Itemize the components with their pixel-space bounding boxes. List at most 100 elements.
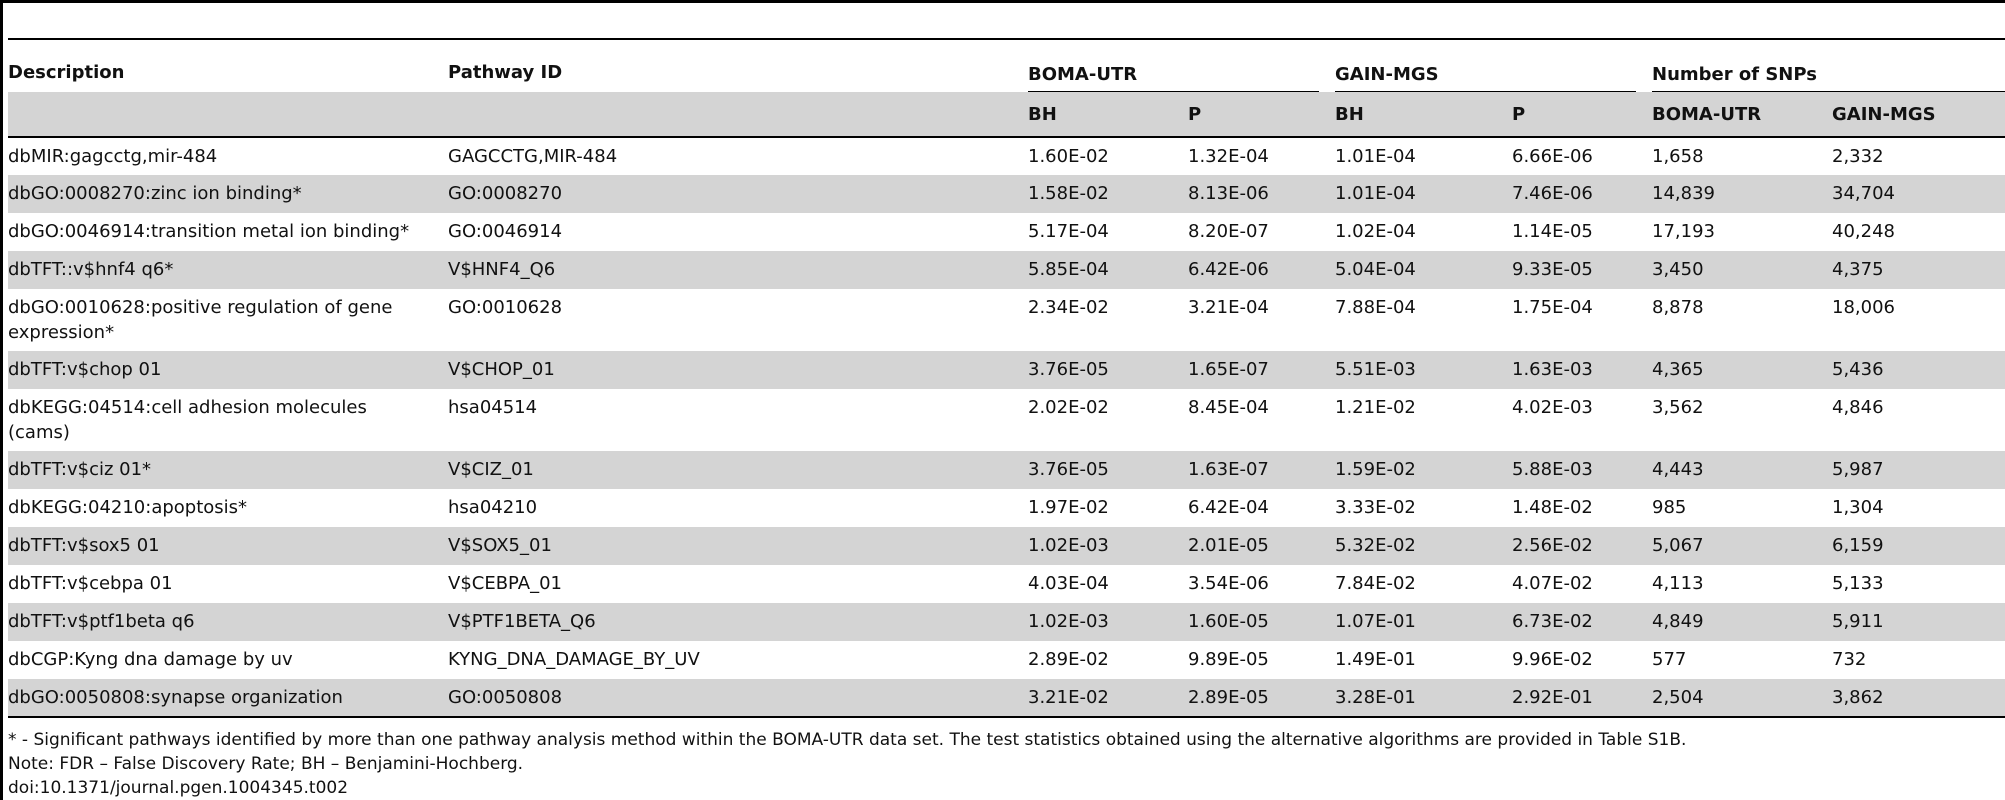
footnote-abbreviations: Note: FDR – False Discovery Rate; BH – B… xyxy=(8,754,524,774)
cell-description: dbTFT:v$chop 01 xyxy=(8,359,162,380)
cell-boma-p: 8.45E-04 xyxy=(1188,397,1269,418)
table-row: dbGO:0050808:synapse organization GO:0050… xyxy=(8,679,2005,718)
cell-pathway-id: hsa04514 xyxy=(448,397,538,418)
cell-description: dbTFT::v$hnf4 q6* xyxy=(8,259,174,280)
cell-description: dbTFT:v$cebpa 01 xyxy=(8,573,173,594)
cell-boma-bh: 5.85E-04 xyxy=(1028,259,1109,280)
cell-gain-p: 9.33E-05 xyxy=(1512,259,1593,280)
cell-pathway-id: V$CEBPA_01 xyxy=(448,573,562,594)
cell-boma-bh: 5.17E-04 xyxy=(1028,221,1109,242)
cell-boma-bh: 2.89E-02 xyxy=(1028,649,1109,670)
cell-snp-boma: 4,443 xyxy=(1652,459,1704,480)
left-border xyxy=(0,0,3,800)
cell-boma-bh: 1.02E-03 xyxy=(1028,611,1109,632)
cell-snp-boma: 17,193 xyxy=(1652,221,1715,242)
header-boma-utr-group: BOMA-UTR xyxy=(1028,38,1335,92)
cell-gain-bh: 1.21E-02 xyxy=(1335,397,1416,418)
cell-gain-bh: 1.02E-04 xyxy=(1335,221,1416,242)
pathway-table-container: Description Pathway ID BOMA-UTR GAIN-MGS… xyxy=(8,38,2005,718)
cell-boma-p: 2.89E-05 xyxy=(1188,679,1335,718)
cell-description: dbTFT:v$ptf1beta q6 xyxy=(8,611,195,632)
table-row: dbTFT:v$cebpa 01 V$CEBPA_01 4.03E-04 3.54E-… xyxy=(8,565,2005,603)
cell-gain-p: 6.66E-06 xyxy=(1512,146,1593,167)
cell-snp-boma: 1,658 xyxy=(1652,146,1704,167)
cell-description: dbGO:0046914:transition metal ion bindin… xyxy=(8,221,410,242)
cell-gain-p: 5.88E-03 xyxy=(1512,459,1593,480)
cell-snp-gain: 4,375 xyxy=(1832,259,1884,280)
cell-description: dbGO:0010628:positive regulation of gene… xyxy=(8,297,393,343)
cell-gain-bh: 1.01E-04 xyxy=(1335,183,1416,204)
cell-boma-p: 8.13E-06 xyxy=(1188,183,1269,204)
cell-gain-bh: 1.07E-01 xyxy=(1335,611,1416,632)
cell-description: dbKEGG:04514:cell adhesion molecules (ca… xyxy=(8,397,367,443)
header-gain-mgs-group: GAIN-MGS xyxy=(1335,38,1652,92)
cell-boma-p: 1.65E-07 xyxy=(1188,359,1269,380)
cell-gain-p: 7.46E-06 xyxy=(1512,183,1593,204)
cell-snp-gain: 3,862 xyxy=(1832,679,2005,718)
cell-boma-p: 6.42E-06 xyxy=(1188,259,1269,280)
cell-snp-boma: 5,067 xyxy=(1652,535,1704,556)
cell-boma-bh: 4.03E-04 xyxy=(1028,573,1109,594)
header-num-snps-group: Number of SNPs xyxy=(1652,38,2005,92)
cell-boma-p: 9.89E-05 xyxy=(1188,649,1269,670)
cell-pathway-id: GO:0010628 xyxy=(448,297,563,318)
cell-snp-boma: 14,839 xyxy=(1652,183,1715,204)
cell-pathway-id: GO:0008270 xyxy=(448,183,563,204)
cell-gain-p: 6.73E-02 xyxy=(1512,611,1593,632)
table-row: dbTFT::v$hnf4 q6* V$HNF4_Q6 5.85E-04 6.42E-… xyxy=(8,251,2005,289)
cell-snp-boma: 4,849 xyxy=(1652,611,1704,632)
cell-gain-p: 9.96E-02 xyxy=(1512,649,1593,670)
table-row: dbTFT:v$ptf1beta q6 V$PTF1BETA_Q6 1.02E-03… xyxy=(8,603,2005,641)
cell-boma-bh: 3.76E-05 xyxy=(1028,359,1109,380)
cell-gain-p: 1.63E-03 xyxy=(1512,359,1593,380)
cell-description: dbGO:0008270:zinc ion binding* xyxy=(8,183,302,204)
cell-gain-p: 2.56E-02 xyxy=(1512,535,1593,556)
cell-gain-bh: 1.49E-01 xyxy=(1335,649,1416,670)
top-border xyxy=(0,0,2005,3)
table-footnotes: * - Significant pathways identified by m… xyxy=(8,728,1686,800)
cell-pathway-id: V$HNF4_Q6 xyxy=(448,259,556,280)
cell-snp-gain: 6,159 xyxy=(1832,535,1884,556)
cell-gain-p: 2.92E-01 xyxy=(1512,679,1652,718)
cell-boma-p: 8.20E-07 xyxy=(1188,221,1269,242)
cell-boma-p: 2.01E-05 xyxy=(1188,535,1269,556)
cell-pathway-id: V$CIZ_01 xyxy=(448,459,534,480)
cell-gain-bh: 3.28E-01 xyxy=(1335,679,1512,718)
cell-boma-p: 3.54E-06 xyxy=(1188,573,1269,594)
cell-description: dbGO:0050808:synapse organization xyxy=(8,679,448,718)
table-row: dbGO:0008270:zinc ion binding* GO:0008270… xyxy=(8,175,2005,213)
table-row: dbKEGG:04514:cell adhesion molecules (ca… xyxy=(8,389,2005,451)
header-snp-gain: GAIN-MGS xyxy=(1832,92,2005,138)
footnote-doi: doi:10.1371/journal.pgen.1004345.t002 xyxy=(8,778,349,798)
cell-gain-bh: 1.59E-02 xyxy=(1335,459,1416,480)
cell-boma-p: 6.42E-04 xyxy=(1188,497,1269,518)
header-boma-bh: BH xyxy=(1028,92,1188,138)
cell-boma-bh: 1.60E-02 xyxy=(1028,146,1109,167)
cell-boma-bh: 2.34E-02 xyxy=(1028,297,1109,318)
cell-gain-p: 1.75E-04 xyxy=(1512,297,1593,318)
cell-boma-p: 1.63E-07 xyxy=(1188,459,1269,480)
cell-pathway-id: GO:0050808 xyxy=(448,679,1028,718)
cell-snp-boma: 8,878 xyxy=(1652,297,1704,318)
cell-gain-p: 4.02E-03 xyxy=(1512,397,1593,418)
cell-snp-gain: 732 xyxy=(1832,649,1867,670)
cell-snp-gain: 4,846 xyxy=(1832,397,1884,418)
cell-snp-boma: 4,365 xyxy=(1652,359,1704,380)
cell-gain-bh: 7.84E-02 xyxy=(1335,573,1416,594)
table-row: dbTFT:v$sox5 01 V$SOX5_01 1.02E-03 2.01E-05… xyxy=(8,527,2005,565)
cell-snp-gain: 34,704 xyxy=(1832,183,1895,204)
table-header: Description Pathway ID BOMA-UTR GAIN-MGS… xyxy=(8,38,2005,138)
cell-gain-p: 1.14E-05 xyxy=(1512,221,1593,242)
cell-snp-gain: 5,911 xyxy=(1832,611,1884,632)
cell-boma-bh: 3.76E-05 xyxy=(1028,459,1109,480)
header-gain-p: P xyxy=(1512,92,1652,138)
cell-snp-boma: 2,504 xyxy=(1652,679,1832,718)
cell-gain-bh: 5.51E-03 xyxy=(1335,359,1416,380)
header-description: Description xyxy=(8,38,448,138)
cell-snp-gain: 5,987 xyxy=(1832,459,1884,480)
cell-boma-bh: 2.02E-02 xyxy=(1028,397,1109,418)
cell-snp-boma: 4,113 xyxy=(1652,573,1704,594)
header-num-snps: Number of SNPs xyxy=(1652,64,2005,92)
cell-snp-gain: 18,006 xyxy=(1832,297,1895,318)
table-row: dbGO:0010628:positive regulation of gene… xyxy=(8,289,2005,351)
